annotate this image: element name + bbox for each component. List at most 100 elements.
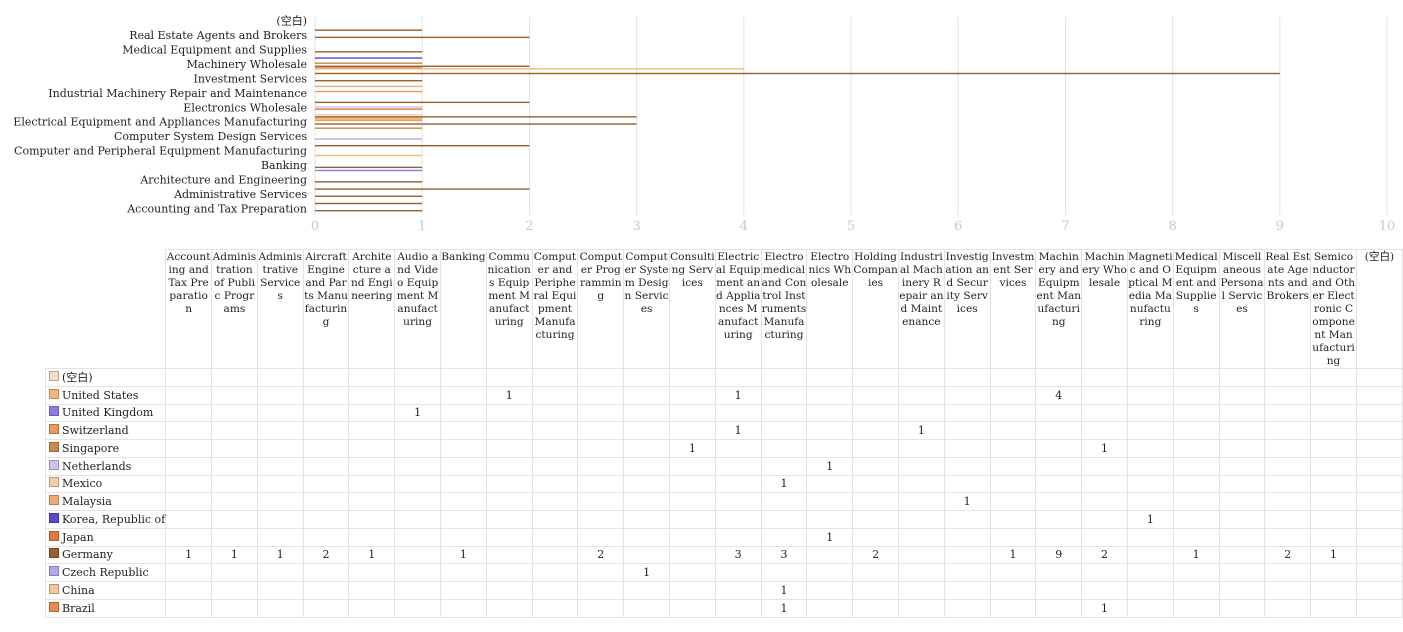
table-cell: 3 bbox=[714, 545, 762, 565]
x-tick-label: 5 bbox=[847, 219, 855, 234]
legend-swatch bbox=[49, 441, 59, 452]
legend-swatch bbox=[49, 530, 59, 541]
table-cell bbox=[1310, 527, 1357, 547]
table-cell bbox=[302, 492, 350, 511]
table-cell bbox=[256, 421, 304, 440]
table-cell bbox=[714, 456, 762, 476]
bar bbox=[315, 169, 423, 172]
table-cell bbox=[714, 527, 762, 547]
table-cell bbox=[302, 456, 350, 476]
table-cell bbox=[348, 368, 396, 387]
table-cell bbox=[440, 456, 487, 476]
table-cell bbox=[623, 368, 670, 387]
legend-swatch bbox=[49, 566, 59, 577]
table-cell bbox=[394, 385, 441, 405]
table-cell bbox=[302, 598, 350, 618]
table-cell bbox=[897, 545, 945, 565]
table-cell bbox=[440, 403, 487, 423]
table-cell bbox=[485, 439, 533, 458]
bar bbox=[315, 202, 423, 205]
table-cell bbox=[1081, 527, 1128, 547]
table-cell bbox=[623, 545, 670, 565]
bar bbox=[315, 127, 423, 129]
table-cell bbox=[211, 456, 258, 476]
table-cell bbox=[1172, 368, 1220, 387]
table-cell: 1 bbox=[760, 598, 808, 618]
legend-label: United Kingdom bbox=[62, 406, 154, 420]
table-cell bbox=[1355, 545, 1403, 565]
table-cell bbox=[1081, 456, 1128, 476]
table-cell bbox=[1310, 421, 1357, 440]
y-tick-label: Computer System Design Services bbox=[114, 130, 307, 143]
table-cell bbox=[714, 368, 762, 387]
table-cell bbox=[211, 474, 258, 494]
table-cell: 1 bbox=[760, 581, 808, 600]
legend-label: (空白) bbox=[62, 371, 93, 385]
table-cell bbox=[1355, 385, 1403, 405]
table-cell bbox=[531, 527, 579, 547]
table-cell bbox=[211, 421, 258, 440]
legend-label: Switzerland bbox=[62, 424, 129, 438]
table-cell bbox=[989, 403, 1037, 423]
table-cell bbox=[1355, 510, 1403, 529]
table-cell bbox=[440, 439, 487, 458]
table-cell bbox=[897, 385, 945, 405]
table-cell: 1 bbox=[1172, 545, 1220, 565]
row-label: Netherlands bbox=[44, 456, 167, 476]
legend-label: Korea, Republic of bbox=[62, 512, 166, 526]
table-cell bbox=[256, 527, 304, 547]
table-cell bbox=[806, 563, 854, 582]
row-label: Czech Republic bbox=[44, 563, 167, 582]
table-cell bbox=[1081, 581, 1128, 600]
table-cell bbox=[1172, 403, 1220, 423]
table-cell bbox=[1081, 403, 1128, 423]
table-cell bbox=[256, 598, 304, 618]
table-cell bbox=[1081, 510, 1128, 529]
table-cell: 1 bbox=[897, 421, 945, 440]
table-cell bbox=[943, 439, 991, 458]
table-cell bbox=[852, 439, 899, 458]
bar bbox=[315, 188, 530, 190]
table-cell bbox=[302, 439, 350, 458]
legend-swatch bbox=[49, 495, 59, 506]
table-cell bbox=[806, 421, 854, 440]
table-row: (空白) bbox=[44, 368, 1403, 387]
table-cell bbox=[211, 492, 258, 511]
table-cell bbox=[623, 492, 670, 511]
table-cell bbox=[668, 510, 716, 529]
table-cell bbox=[1172, 492, 1220, 511]
legend-label: Japan bbox=[62, 530, 94, 544]
table-cell bbox=[668, 563, 716, 582]
table-cell bbox=[806, 385, 854, 405]
table-cell bbox=[1126, 492, 1174, 511]
table-cell bbox=[485, 474, 533, 494]
table-cell bbox=[989, 385, 1037, 405]
table-cell bbox=[1355, 403, 1403, 423]
table-cell bbox=[806, 510, 854, 529]
table-cell bbox=[211, 598, 258, 618]
table-cell bbox=[852, 598, 899, 618]
y-tick-label: Administrative Services bbox=[173, 188, 307, 201]
table-cell bbox=[1264, 368, 1312, 387]
table-cell bbox=[852, 527, 899, 547]
table-cell bbox=[394, 581, 441, 600]
table-cell: 1 bbox=[1126, 510, 1174, 529]
table-cell bbox=[897, 563, 945, 582]
table-cell: 1 bbox=[623, 563, 670, 582]
table-cell bbox=[1126, 474, 1174, 494]
table-cell bbox=[989, 563, 1037, 582]
column-header: Medical Equipment and Supplies bbox=[1172, 249, 1220, 369]
table-cell bbox=[943, 510, 991, 529]
table-cell bbox=[485, 368, 533, 387]
legend-swatch bbox=[49, 548, 59, 559]
table-cell bbox=[485, 563, 533, 582]
table-cell bbox=[302, 581, 350, 600]
bar bbox=[315, 90, 423, 93]
table-cell bbox=[852, 563, 899, 582]
table-cell bbox=[165, 421, 213, 440]
legend-swatch bbox=[49, 601, 59, 612]
y-tick-label: Medical Equipment and Supplies bbox=[122, 44, 307, 57]
table-cell bbox=[1172, 563, 1220, 582]
column-header: Communications Equipment Manufacturing bbox=[485, 249, 533, 369]
table-cell bbox=[1172, 527, 1220, 547]
